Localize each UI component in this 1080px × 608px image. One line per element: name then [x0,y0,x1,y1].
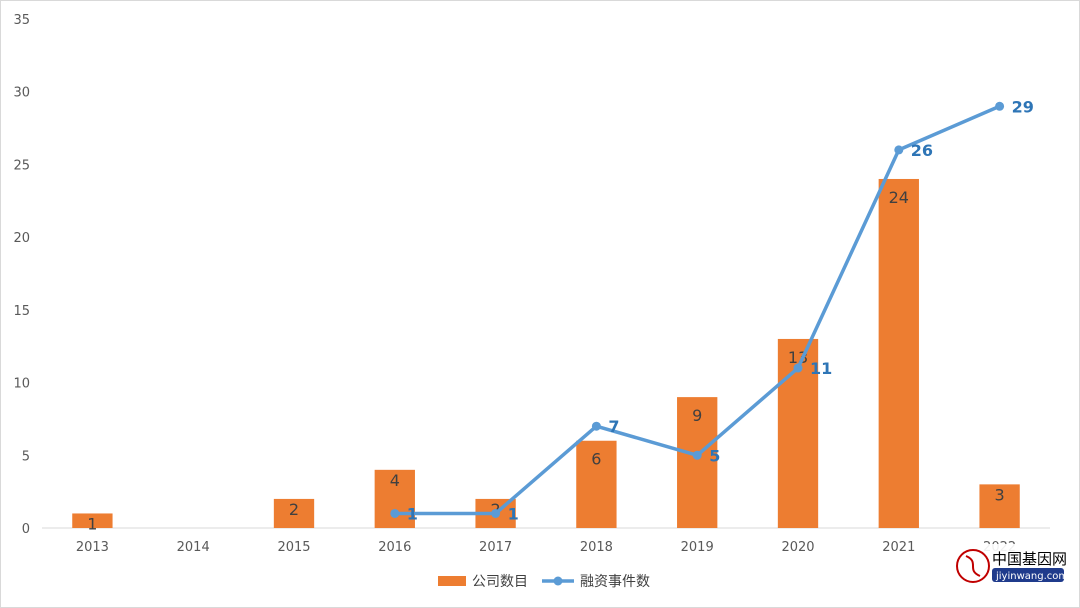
watermark-url: jiyinwang.com [995,571,1068,582]
line-point [390,508,400,518]
y-tick-label: 10 [13,377,30,392]
line-data-label: 1 [508,504,519,523]
line-data-label: 5 [709,446,720,465]
line-point [692,450,702,460]
legend-line-label: 融资事件数 [580,574,650,590]
x-tick-label: 2015 [277,540,310,555]
legend-line-marker [553,576,563,586]
bar-data-label: 4 [390,471,400,490]
y-axis: 0 5 10 15 20 25 30 35 [13,13,30,537]
bar [979,484,1020,528]
y-tick-label: 20 [13,231,30,246]
x-tick-label: 2016 [378,540,411,555]
y-tick-label: 30 [13,86,30,101]
watermark-url-badge [992,568,1064,582]
x-tick-label: 2014 [177,540,210,555]
line-point [793,363,803,373]
line-point [591,421,601,431]
y-tick-label: 5 [22,449,30,464]
bar [677,397,718,528]
x-tick-label: 2020 [781,540,814,555]
line-data-label: 7 [608,417,619,436]
line-point [995,101,1005,111]
line-point [491,508,501,518]
y-tick-label: 15 [13,304,30,319]
bar-series: 12426913243 [72,178,1020,533]
legend-bar-label: 公司数目 [472,574,528,590]
y-tick-label: 0 [22,522,30,537]
bar-data-label: 24 [889,188,909,207]
bar-data-label: 6 [591,450,601,469]
bar-data-label: 13 [788,348,808,367]
legend: 公司数目 融资事件数 [438,574,650,590]
x-tick-label: 2017 [479,540,512,555]
bar [72,513,113,528]
bar-data-label: 3 [995,485,1005,504]
x-tick-label: 2021 [882,540,915,555]
bar [878,178,919,528]
x-tick-label: 2019 [681,540,714,555]
line-data-label: 11 [810,359,832,378]
x-tick-label: 2018 [580,540,613,555]
x-tick-label: 2013 [76,540,109,555]
watermark: 中国基因网 jiyinwang.com [950,544,1070,588]
bar [273,498,315,528]
bar [576,440,617,528]
y-tick-label: 25 [13,158,30,173]
bar [374,469,415,528]
bar-data-label: 1 [87,514,97,533]
bar-data-label: 9 [692,406,702,425]
y-tick-label: 35 [13,13,30,28]
dna-helix-icon [965,555,981,577]
legend-bar-swatch [438,576,466,586]
watermark-title: 中国基因网 [992,550,1067,568]
line-data-label: 29 [1012,97,1034,116]
line-point [894,145,904,155]
bar-data-label: 2 [289,500,299,519]
line-data-label: 1 [407,504,418,523]
line-data-label: 26 [911,141,933,160]
x-axis: 2013201420152016201720182019202020212022 [42,527,1050,555]
